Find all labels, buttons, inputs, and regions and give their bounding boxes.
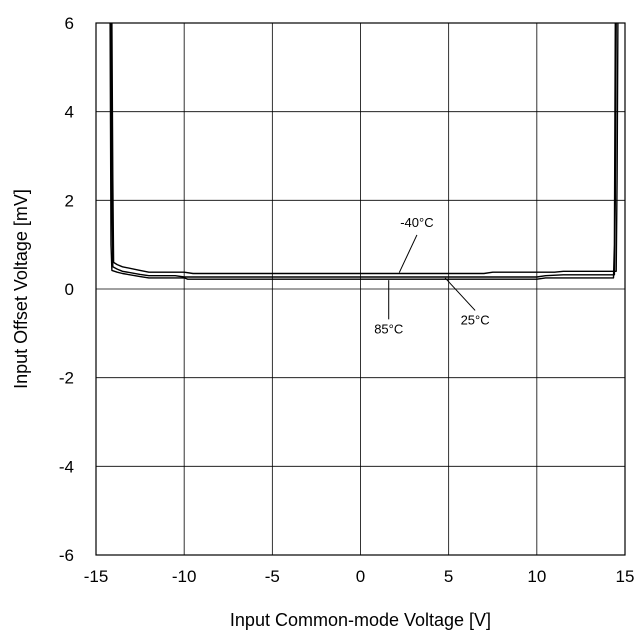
grid	[95, 22, 626, 556]
y-axis-title: Input Offset Voltage [mV]	[11, 189, 31, 389]
series-line-1	[110, 22, 617, 278]
annotation-leader	[444, 277, 476, 311]
x-tick-label: 0	[356, 567, 365, 586]
x-tick-label: 5	[444, 567, 453, 586]
x-tick-label: 15	[616, 567, 635, 586]
x-tick-label: 10	[527, 567, 546, 586]
y-tick-label: -4	[59, 457, 74, 476]
x-tick-labels: -15 -10 -5 0 5 10 15	[84, 567, 635, 586]
annotation-leader	[398, 234, 418, 273]
series-line-0	[111, 22, 619, 275]
y-tick-labels: -6 -4 -2 0 2 4 6	[59, 14, 74, 565]
x-tick-label: -15	[84, 567, 109, 586]
y-tick-label: 2	[65, 191, 74, 210]
annotation-label: 25°C	[461, 312, 490, 327]
series-line-2	[109, 22, 616, 280]
x-axis-title: Input Common-mode Voltage [V]	[230, 610, 491, 630]
plot-frame	[95, 22, 626, 556]
y-tick-label: -2	[59, 369, 74, 388]
annotation-layer: -40°C 85°C 25°C	[374, 215, 489, 336]
x-tick-label: -5	[265, 567, 280, 586]
y-tick-label: -6	[59, 546, 74, 565]
y-tick-label: 0	[65, 280, 74, 299]
series-layer	[109, 22, 619, 280]
y-tick-label: 6	[65, 14, 74, 33]
x-tick-label: -10	[172, 567, 197, 586]
annotation-label: 85°C	[374, 321, 403, 336]
y-tick-label: 4	[65, 103, 74, 122]
annotation-label: -40°C	[400, 215, 433, 230]
